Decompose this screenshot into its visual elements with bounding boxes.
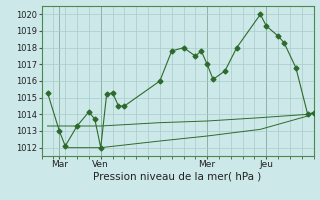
X-axis label: Pression niveau de la mer( hPa ): Pression niveau de la mer( hPa ) [93,172,262,182]
